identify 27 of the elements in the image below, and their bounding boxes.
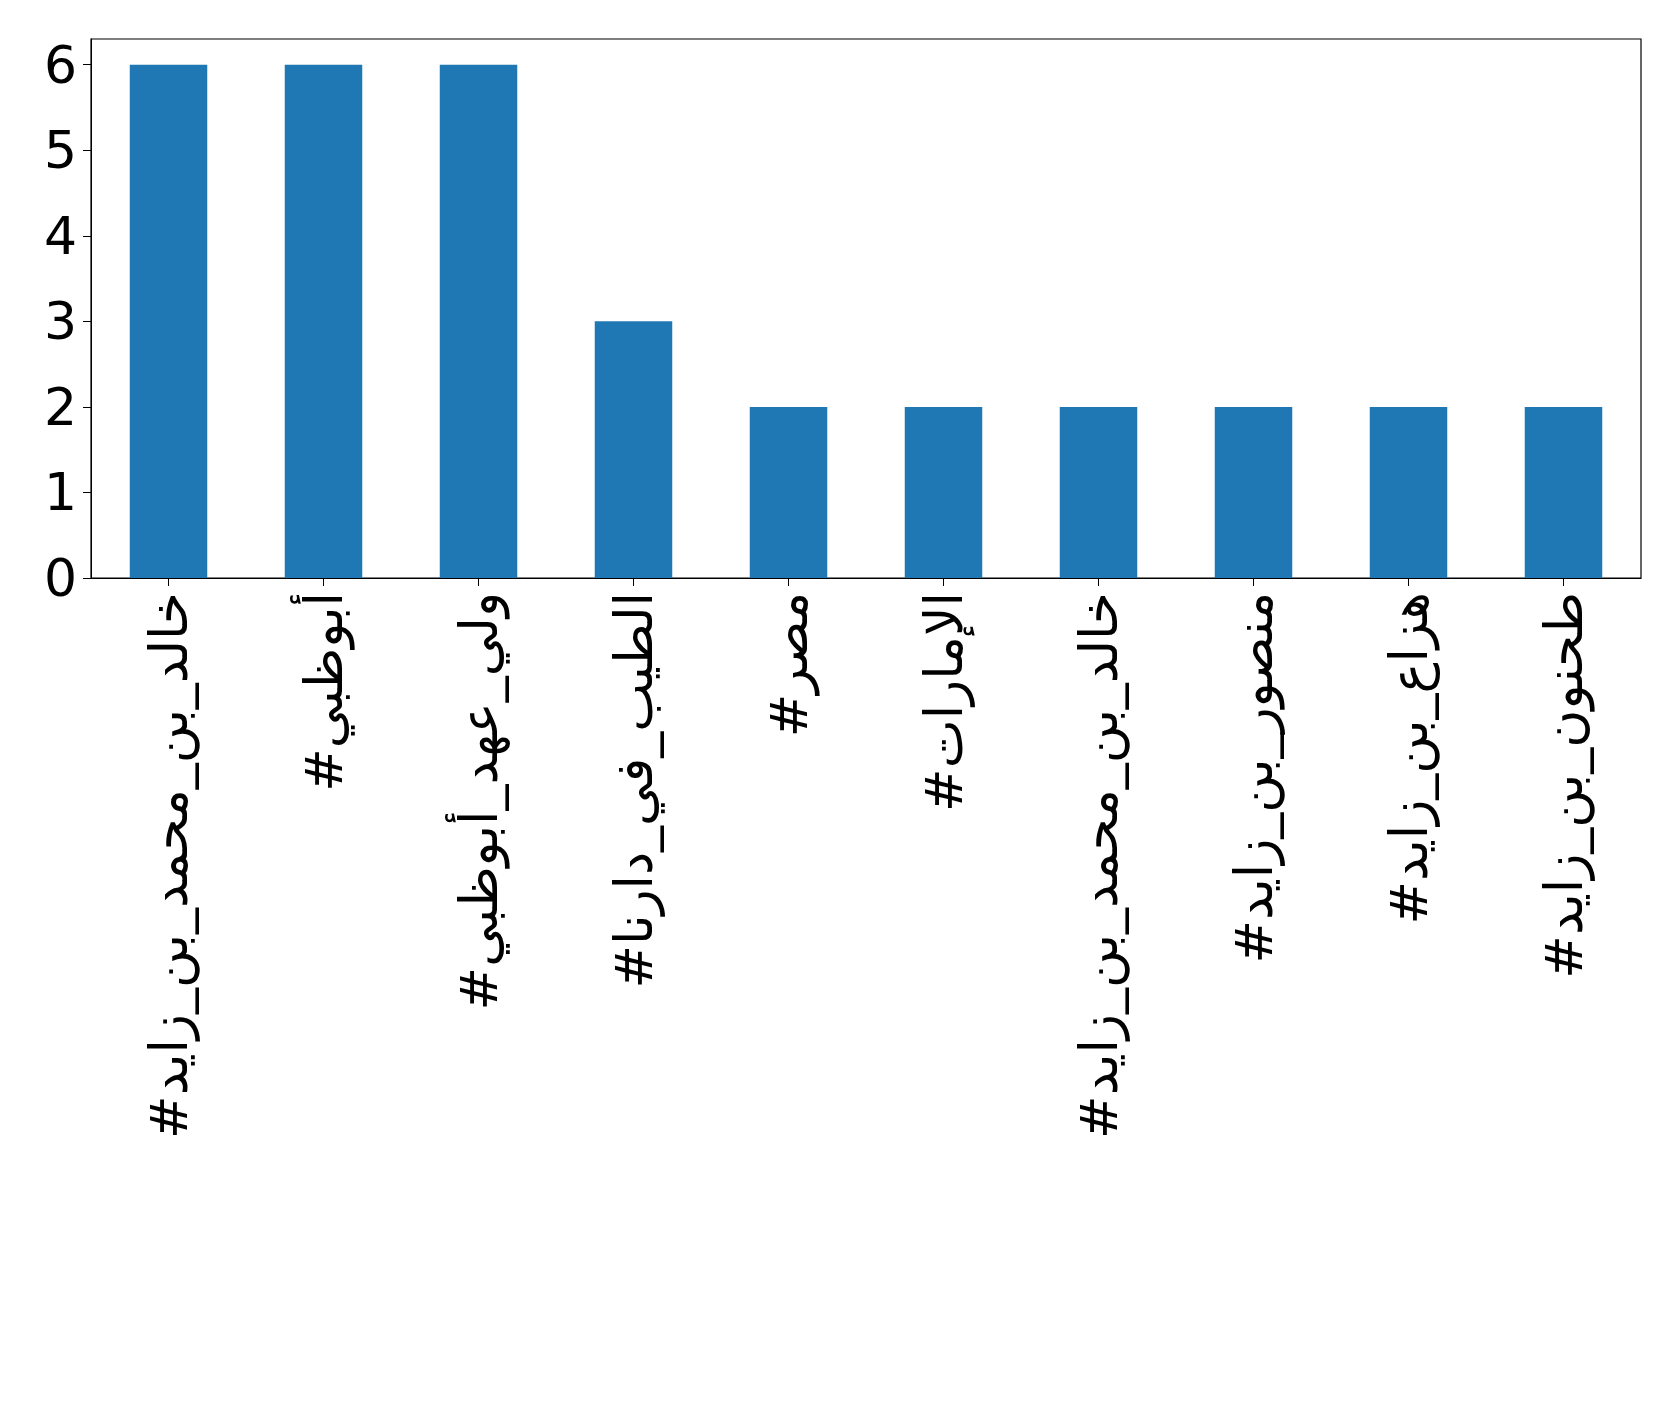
y-tick-label: 3 [43,291,77,352]
y-tick-label: 2 [43,376,77,437]
bar [1524,406,1603,578]
x-tick-label: #هزاع_بن_زايد [1378,592,1440,925]
y-tick-label: 5 [43,120,77,181]
bar [904,406,983,578]
bar [284,64,363,578]
x-tick-label: #الإمارات [913,592,975,812]
y-tick-label: 6 [43,34,77,95]
bar [1369,406,1448,578]
y-tick-label: 0 [43,548,77,608]
x-tick-label: #خالد_بن_محمد_بن_زايد [1068,592,1130,1139]
bar [1214,406,1293,578]
bar [129,64,208,578]
bar [1059,406,1138,578]
x-tick-label: #ولي_عهد_أبوظبي [444,592,510,1011]
x-tick-label: #أبوظبي [289,592,355,792]
x-tick-label: #مصر [758,592,820,738]
bar [439,64,518,578]
x-tick-label: #الطيب_في_دارنا [603,592,665,989]
x-tick-label: #منصور_بن_زايد [1223,592,1285,964]
x-tick-label: #طحنون_بن_زايد [1533,592,1595,979]
bar [749,406,828,578]
y-tick-label: 4 [43,205,77,266]
x-tick-label: #خالد_بن_محمد_بن_زايد [138,592,200,1139]
y-tick-label: 1 [43,462,77,523]
bar [594,321,673,578]
